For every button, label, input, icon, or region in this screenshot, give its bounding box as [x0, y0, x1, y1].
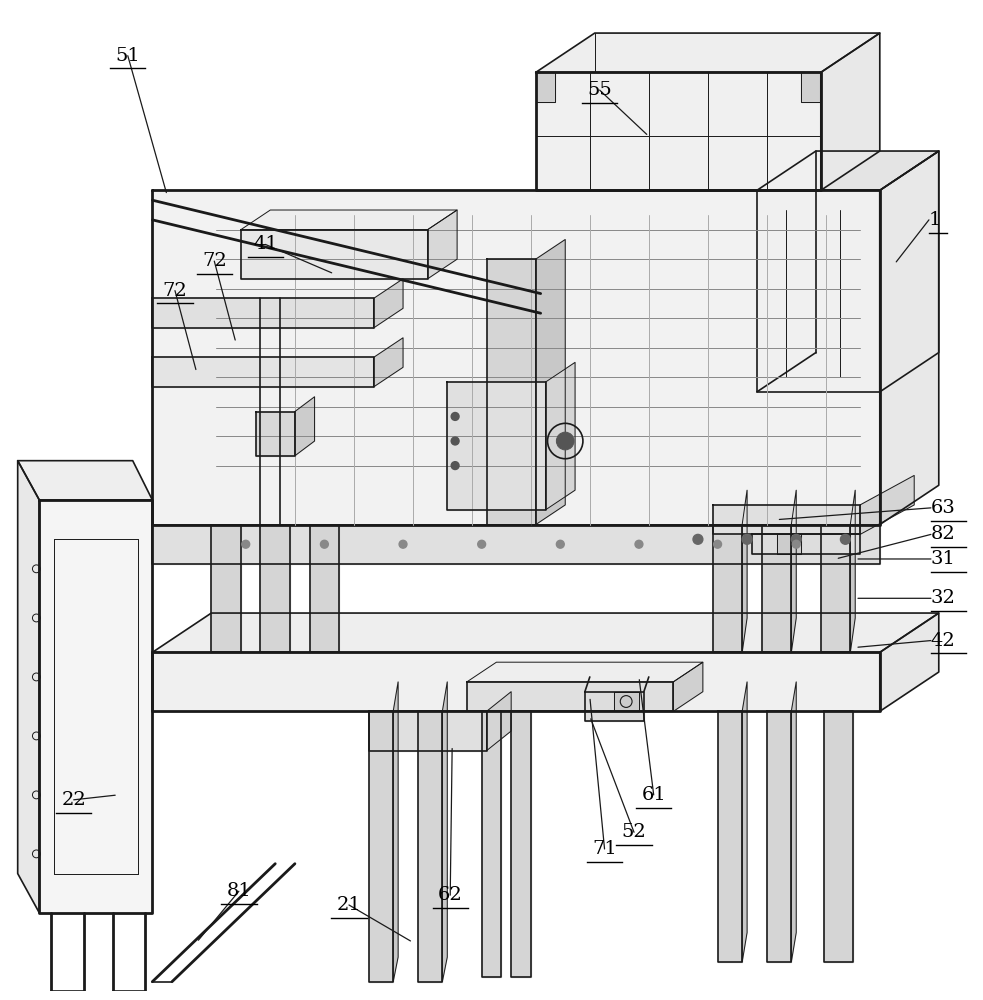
Circle shape: [451, 462, 459, 470]
Polygon shape: [374, 338, 403, 387]
Polygon shape: [241, 230, 428, 279]
Polygon shape: [260, 525, 290, 652]
Circle shape: [320, 540, 328, 548]
Polygon shape: [880, 151, 939, 392]
Polygon shape: [821, 33, 880, 190]
Circle shape: [451, 413, 459, 420]
Polygon shape: [447, 382, 546, 510]
Polygon shape: [310, 525, 339, 652]
Polygon shape: [536, 240, 565, 525]
Polygon shape: [742, 682, 747, 962]
Polygon shape: [801, 72, 821, 102]
Circle shape: [693, 534, 703, 544]
Polygon shape: [295, 397, 315, 456]
Polygon shape: [428, 210, 457, 279]
Polygon shape: [241, 210, 457, 230]
Polygon shape: [757, 151, 939, 190]
Circle shape: [242, 540, 250, 548]
Circle shape: [556, 432, 574, 450]
Polygon shape: [546, 362, 575, 510]
Polygon shape: [393, 682, 398, 982]
Polygon shape: [791, 490, 796, 652]
Text: 52: 52: [621, 823, 647, 841]
Polygon shape: [374, 279, 403, 328]
Polygon shape: [536, 33, 880, 72]
Text: 41: 41: [253, 235, 278, 253]
Polygon shape: [880, 151, 939, 525]
Text: 62: 62: [437, 886, 463, 904]
Text: 72: 72: [162, 282, 188, 300]
Polygon shape: [18, 461, 152, 500]
Polygon shape: [442, 682, 447, 982]
Text: 31: 31: [931, 550, 955, 568]
Text: 51: 51: [115, 47, 141, 65]
Text: 22: 22: [61, 791, 87, 809]
Polygon shape: [762, 525, 791, 652]
Circle shape: [840, 534, 850, 544]
Polygon shape: [418, 711, 442, 982]
Circle shape: [478, 540, 486, 548]
Polygon shape: [777, 534, 801, 554]
Polygon shape: [713, 505, 860, 534]
Polygon shape: [152, 357, 374, 387]
Circle shape: [451, 437, 459, 445]
Text: 71: 71: [592, 840, 617, 858]
Polygon shape: [860, 475, 914, 534]
Text: 42: 42: [931, 632, 955, 650]
Polygon shape: [152, 525, 880, 564]
Polygon shape: [152, 298, 374, 328]
Polygon shape: [585, 692, 644, 721]
Polygon shape: [369, 711, 487, 751]
Polygon shape: [487, 259, 536, 525]
Circle shape: [714, 540, 722, 548]
Polygon shape: [256, 412, 295, 456]
Polygon shape: [536, 72, 555, 102]
Circle shape: [742, 534, 752, 544]
Polygon shape: [673, 662, 703, 711]
Polygon shape: [850, 490, 855, 652]
Polygon shape: [18, 461, 39, 913]
Polygon shape: [757, 190, 880, 392]
Polygon shape: [467, 682, 673, 711]
Polygon shape: [614, 692, 639, 711]
Polygon shape: [39, 500, 152, 913]
Polygon shape: [369, 711, 393, 982]
Text: 63: 63: [931, 499, 955, 517]
Text: 21: 21: [336, 896, 362, 914]
Text: 61: 61: [641, 786, 666, 804]
Polygon shape: [511, 711, 531, 977]
Circle shape: [556, 540, 564, 548]
Polygon shape: [482, 711, 501, 977]
Polygon shape: [152, 190, 880, 525]
Polygon shape: [713, 525, 742, 652]
Polygon shape: [211, 525, 241, 652]
Polygon shape: [152, 652, 880, 711]
Polygon shape: [767, 711, 791, 962]
Polygon shape: [467, 662, 703, 682]
Polygon shape: [536, 72, 821, 190]
Polygon shape: [791, 682, 796, 962]
Polygon shape: [821, 525, 850, 652]
Text: 32: 32: [931, 589, 955, 607]
Polygon shape: [824, 711, 853, 962]
Polygon shape: [718, 711, 742, 962]
Circle shape: [791, 534, 801, 544]
Circle shape: [399, 540, 407, 548]
Text: 55: 55: [587, 81, 612, 99]
Polygon shape: [880, 613, 939, 711]
Circle shape: [635, 540, 643, 548]
Text: 82: 82: [931, 525, 955, 543]
Polygon shape: [752, 534, 860, 554]
Circle shape: [792, 540, 800, 548]
Polygon shape: [742, 490, 747, 652]
Text: 1: 1: [929, 211, 942, 229]
Polygon shape: [487, 692, 511, 751]
Text: 72: 72: [202, 252, 227, 270]
Text: 81: 81: [226, 882, 252, 900]
Polygon shape: [152, 613, 939, 652]
